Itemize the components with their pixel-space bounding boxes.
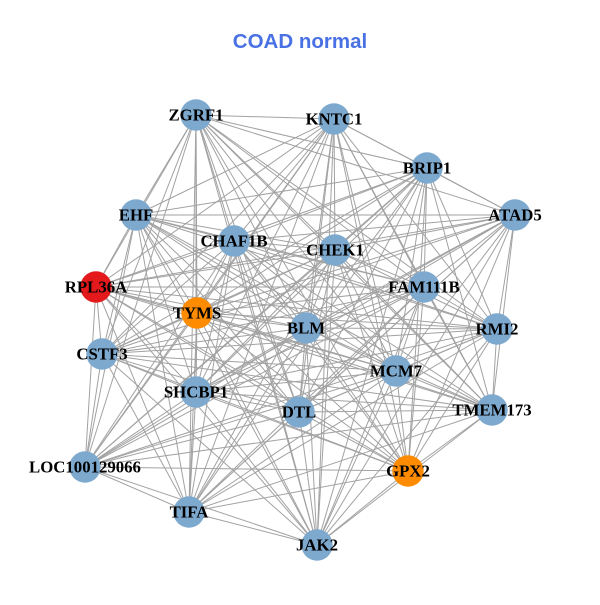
svg-text:BRIP1: BRIP1 — [403, 159, 451, 178]
svg-text:RPL36A: RPL36A — [65, 278, 127, 297]
svg-text:CSTF3: CSTF3 — [76, 345, 127, 364]
svg-text:ZGRF1: ZGRF1 — [168, 106, 223, 125]
svg-text:MCM7: MCM7 — [370, 362, 422, 381]
svg-text:FAM111B: FAM111B — [388, 278, 459, 297]
svg-text:KNTC1: KNTC1 — [306, 110, 363, 129]
svg-text:ATAD5: ATAD5 — [488, 206, 541, 225]
svg-text:LOC100129066: LOC100129066 — [29, 458, 141, 477]
svg-text:CHEK1: CHEK1 — [306, 241, 364, 260]
svg-text:COAD normal: COAD normal — [233, 30, 367, 53]
svg-text:TIFA: TIFA — [170, 503, 209, 522]
svg-text:BLM: BLM — [287, 319, 325, 338]
svg-text:JAK2: JAK2 — [296, 536, 338, 555]
svg-text:TMEM173: TMEM173 — [452, 401, 531, 420]
svg-text:TYMS: TYMS — [173, 304, 221, 323]
svg-text:DTL: DTL — [282, 403, 317, 422]
svg-text:RMI2: RMI2 — [476, 320, 519, 339]
svg-text:EHF: EHF — [119, 206, 154, 225]
svg-text:GPX2: GPX2 — [386, 462, 430, 481]
svg-text:SHCBP1: SHCBP1 — [164, 383, 228, 402]
svg-text:CHAF1B: CHAF1B — [200, 232, 267, 251]
